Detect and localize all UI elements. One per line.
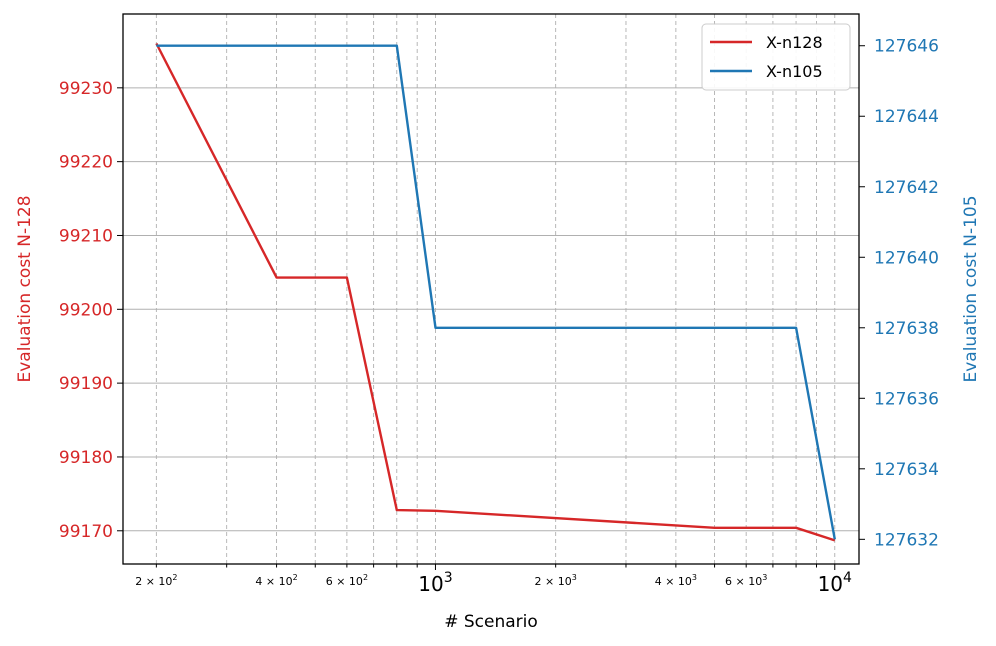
x-axis-label: # Scenario xyxy=(444,612,538,632)
legend-box xyxy=(701,23,851,91)
axis-ticks: 2 × 102 4 × 102 6 × 102 103 2 × 103 4 × 103 6 … xyxy=(59,37,939,596)
plot-frame xyxy=(122,13,860,565)
right-y-tick-label: 127640 xyxy=(874,248,939,268)
left-y-tick-label: 99200 xyxy=(59,300,113,320)
right-y-tick-label: 127634 xyxy=(874,460,939,480)
x-tick-label: 103 xyxy=(418,570,452,596)
right-y-tick-label: 127632 xyxy=(874,530,939,550)
x-tick-label: 2 × 102 xyxy=(135,573,177,588)
series-line-x-n105 xyxy=(156,44,836,540)
left-y-axis-label: Evaluation cost N-128 xyxy=(15,195,35,382)
left-y-tick-label: 99220 xyxy=(59,153,113,173)
left-y-tick-label: 99210 xyxy=(59,226,113,246)
left-y-tick-label: 99180 xyxy=(59,448,113,468)
right-y-axis-label: Evaluation cost N-105 xyxy=(961,195,981,382)
series-line-x-n128 xyxy=(155,42,836,542)
legend-label-x-n105: X-n105 xyxy=(766,62,823,81)
right-y-tick-label: 127642 xyxy=(874,178,939,198)
right-y-tick-label: 127646 xyxy=(874,37,939,57)
left-y-tick-label: 99170 xyxy=(59,522,113,542)
x-tick-label: 6 × 102 xyxy=(326,573,368,588)
x-tick-label: 2 × 103 xyxy=(535,573,577,588)
plot-lines xyxy=(155,42,836,542)
x-tick-label: 4 × 103 xyxy=(655,573,697,588)
x-tick-label: 104 xyxy=(818,570,852,596)
legend: X-n128 X-n105 xyxy=(701,23,851,91)
right-y-tick-label: 127644 xyxy=(874,107,939,127)
legend-label-x-n128: X-n128 xyxy=(766,33,823,52)
x-tick-label: 4 × 102 xyxy=(255,573,297,588)
left-y-tick-label: 99190 xyxy=(59,374,113,394)
right-y-tick-label: 127636 xyxy=(874,389,939,409)
grid xyxy=(123,14,859,564)
left-y-tick-label: 99230 xyxy=(59,79,113,99)
x-tick-label: 6 × 103 xyxy=(725,573,767,588)
right-y-tick-label: 127638 xyxy=(874,319,939,339)
